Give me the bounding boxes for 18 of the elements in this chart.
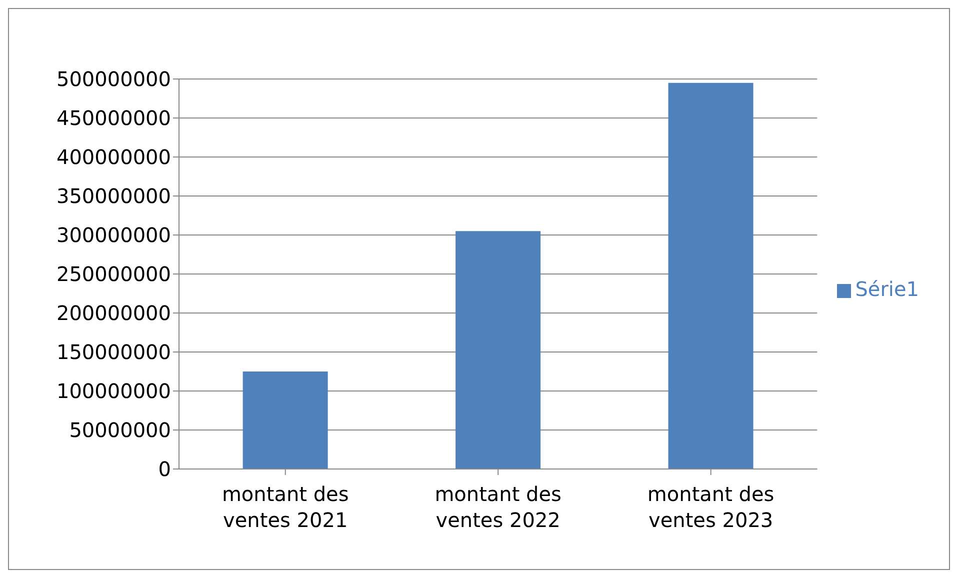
x-tick-label: montant des ventes 2023 <box>647 482 774 532</box>
y-tick-label: 350000000 <box>56 184 171 208</box>
y-tick-label: 200000000 <box>56 301 171 326</box>
y-tick-label: 0 <box>158 457 171 482</box>
y-tick-label: 250000000 <box>56 262 171 286</box>
y-tick-label: 150000000 <box>56 340 171 364</box>
x-tick-label: montant des ventes 2022 <box>434 482 562 532</box>
y-tick-label: 450000000 <box>56 106 171 130</box>
y-tick-label: 50000000 <box>69 418 171 442</box>
y-tick-label: 500000000 <box>56 67 171 92</box>
y-tick-label: 400000000 <box>56 145 171 170</box>
legend-label: Série1 <box>855 277 919 301</box>
bar <box>242 372 328 469</box>
y-tick-label: 100000000 <box>56 379 171 404</box>
y-tick-label: 300000000 <box>56 223 171 248</box>
bar <box>456 231 541 469</box>
bar <box>668 82 754 469</box>
x-tick-label: montant des ventes 2021 <box>222 482 349 532</box>
